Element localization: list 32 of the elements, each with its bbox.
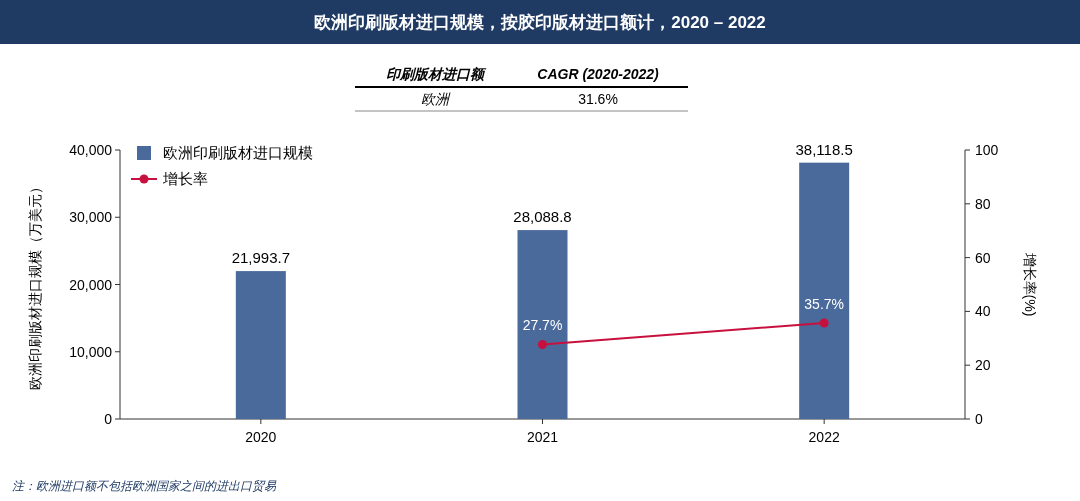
chart-title: 欧洲印刷版材进口规模，按胶印版材进口额计，2020 – 2022	[314, 13, 766, 32]
y-tick-label: 40,000	[69, 142, 113, 158]
bar	[235, 271, 286, 419]
text: 欧洲	[421, 91, 451, 107]
x-tick-label: 2022	[808, 429, 840, 445]
y2-tick-label: 80	[975, 195, 991, 212]
x-tick-label: 2021	[526, 429, 559, 445]
y2-tick-label: 20	[975, 357, 991, 374]
text: 印刷版材进口额	[386, 66, 487, 82]
y2-tick-label: 100	[975, 142, 999, 158]
y2-tick-label: 0	[975, 411, 983, 427]
y-axis-title: 欧洲印刷版材进口规模（万美元）	[27, 179, 43, 390]
text: 注：欧洲进口额不包括欧洲国家之间的进出口贸易	[12, 479, 277, 493]
data-label: 35.7%	[804, 295, 845, 312]
y2-tick-label: 60	[975, 249, 991, 266]
y-tick-label: 30,000	[69, 209, 113, 226]
y2-axis-title: 增长率(%)	[1022, 251, 1038, 317]
bar	[517, 230, 568, 419]
bar	[799, 162, 850, 419]
text: 31.6%	[578, 91, 618, 107]
data-label: 28,088.8	[513, 208, 572, 226]
y-tick-label: 0	[104, 411, 113, 427]
data-label: 38,118.5	[795, 140, 853, 158]
data-label: 27.7%	[522, 317, 563, 334]
y-tick-label: 10,000	[69, 343, 113, 360]
legend-label: 增长率	[162, 170, 208, 187]
text: CAGR (2020-2022)	[537, 66, 660, 82]
y-tick-label: 20,000	[69, 276, 113, 293]
legend-label: 欧洲印刷版材进口规模	[163, 144, 313, 161]
data-label: 21,993.7	[231, 249, 291, 267]
x-tick-label: 2020	[245, 429, 277, 445]
y2-tick-label: 40	[975, 303, 991, 320]
